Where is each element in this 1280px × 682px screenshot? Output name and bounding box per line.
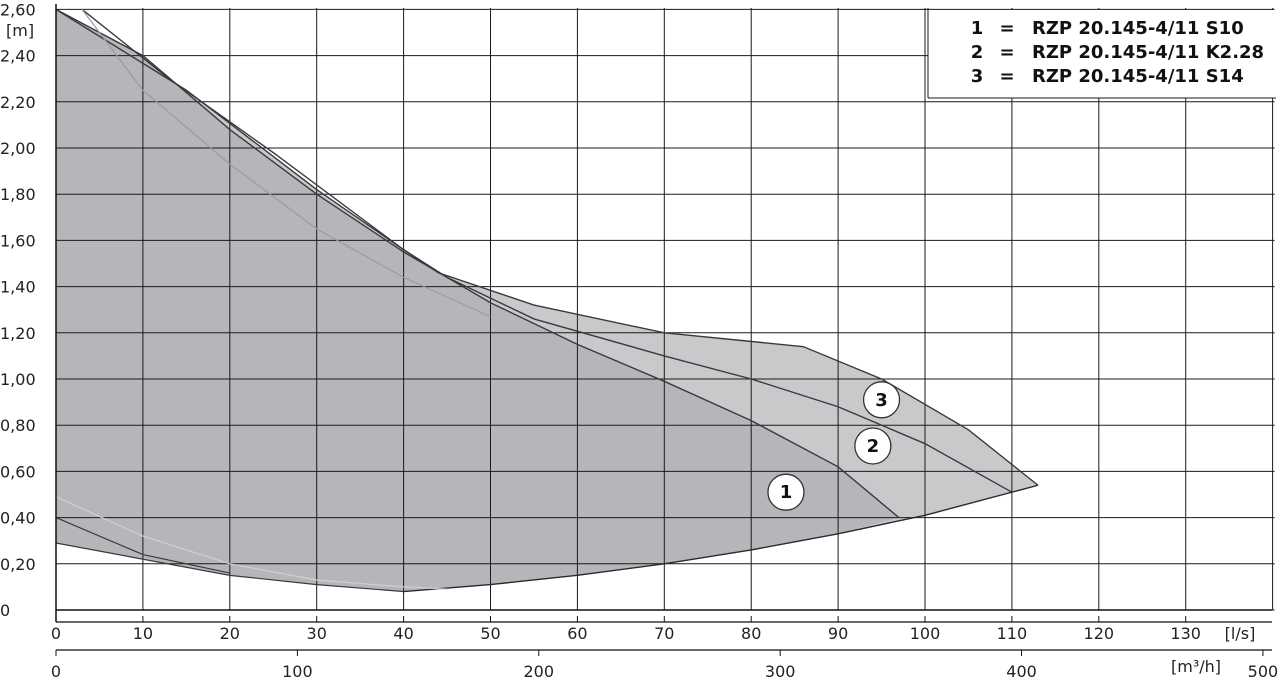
y-tick-label: 1,40 [0,278,36,297]
curve-2-line [81,8,1013,493]
legend-entry-name: RZP 20.145-4/11 S14 [1032,66,1244,87]
legend-entry-name: RZP 20.145-4/11 K2.28 [1032,42,1264,63]
lower-boundary-line [55,542,404,593]
x-tick-label: 0 [51,624,61,643]
x-tick-label: 100 [910,624,941,643]
x-tick-label: 50 [480,624,500,643]
y-tick-label: 1,80 [0,185,36,204]
y-tick-label: 0,40 [0,509,36,528]
y-tick-label: 1,00 [0,370,36,389]
legend-box [928,10,1278,98]
curve-markers: 1 2 3 [767,381,901,511]
x-tick-label: 70 [654,624,674,643]
x-axis-label: [l/s] [1225,624,1256,643]
x2-tick-label: 400 [1006,662,1037,681]
curve-marker-label: 2 [867,436,880,457]
x-tick-label: 120 [1084,624,1115,643]
y-tick-label: 2,40 [0,47,36,66]
y-tick-label: 0,60 [0,462,36,481]
legend-equals: = [999,18,1014,39]
x-tick-label: 20 [220,624,240,643]
inner-area [56,9,899,592]
y-tick-label: 0 [0,601,10,620]
curve-marker-1 [767,473,805,511]
y-tick-label: 1,60 [0,231,36,250]
x-tick-label: 130 [1170,624,1201,643]
legend-number: 1 [971,18,984,39]
curve-marker-2 [854,427,892,465]
y-tick-label: 0,20 [0,555,36,574]
x2-tick-label: 500 [1248,662,1279,681]
legend-number: 2 [971,42,984,63]
legend-number: 3 [971,66,984,87]
x2-axis-label: [m³/h] [1171,657,1221,676]
y-tick-label: 2,60 [0,0,36,19]
curve-fills [56,9,1038,592]
legend-entry-name: RZP 20.145-4/11 S10 [1032,18,1244,39]
x-tick-label: 10 [133,624,153,643]
x2-tick-label: 100 [282,662,313,681]
y-tick-label: 2,00 [0,139,36,158]
y-tick-label: 2,20 [0,93,36,112]
legend: 1 = RZP 20.145-4/11 S10 2 = RZP 20.145-4/11 K… [927,8,1278,99]
x2-tick-label: 300 [765,662,796,681]
curve-3-line [55,8,1039,486]
efficiency-curve-low-line [55,496,448,590]
efficiency-curve-line [81,9,491,318]
curve-1-line [55,8,900,519]
x-tick-label: 110 [997,624,1028,643]
legend-equals: = [999,42,1014,63]
x2-tick-label: 0 [51,662,61,681]
y-tick-label: 0,80 [0,416,36,435]
y-tick-label: 1,20 [0,324,36,343]
x-tick-label: 60 [567,624,587,643]
system-curve-line [403,484,1039,593]
curve-marker-label: 3 [875,390,888,411]
x-tick-label: 80 [741,624,761,643]
curve-marker-3 [862,381,901,419]
x-tick-label: 40 [393,624,413,643]
curve-marker-label: 1 [780,482,793,503]
x-tick-label: 30 [307,624,327,643]
x2-tick-label: 200 [524,662,555,681]
y-axis-label: [m] [6,21,34,40]
curve-lines [55,8,1039,593]
legend-equals: = [999,66,1014,87]
secondary-boundary-line [55,517,230,574]
x-tick-label: 90 [828,624,848,643]
